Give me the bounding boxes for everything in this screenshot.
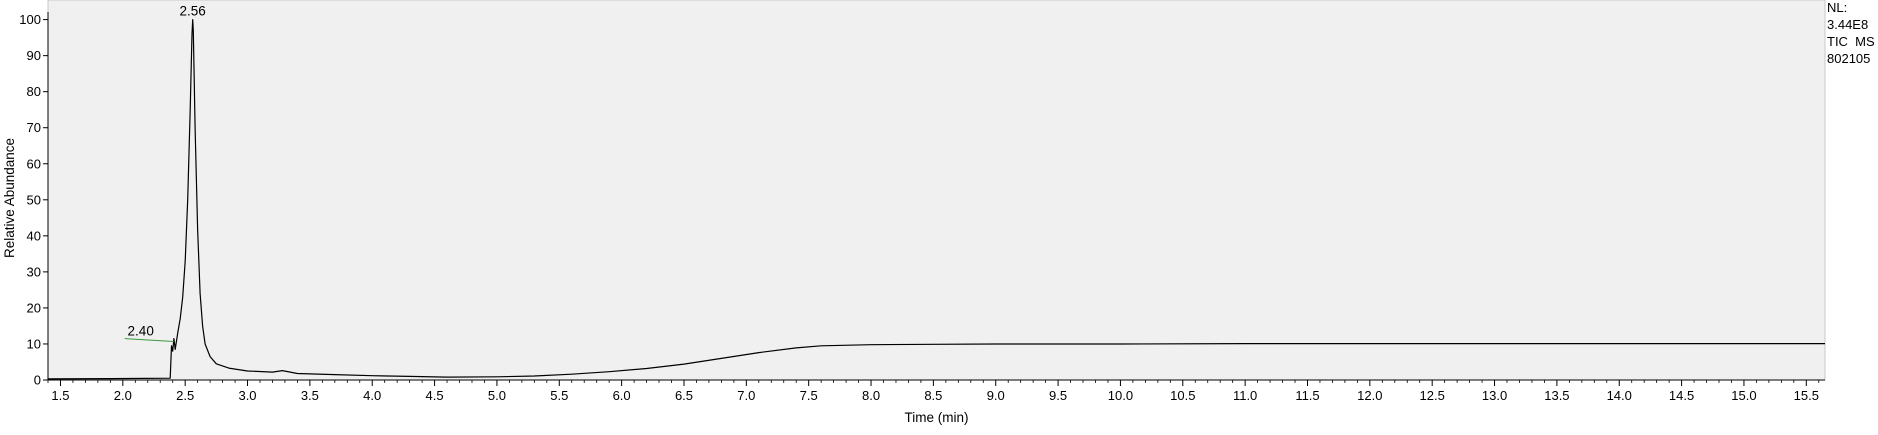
x-tick-label: 4.0	[363, 388, 381, 403]
x-axis-title: Time (min)	[905, 410, 969, 425]
x-tick-label: 6.0	[613, 388, 631, 403]
peak-annotations: 2.56 2.40	[124, 4, 206, 343]
info-box: NL: 3.44E8 TIC MS 802105	[1827, 0, 1875, 66]
x-tick-label: 15.5	[1794, 388, 1819, 403]
x-tick-label: 9.5	[1049, 388, 1067, 403]
x-tick-label: 6.5	[675, 388, 693, 403]
x-tick-label: 9.0	[987, 388, 1005, 403]
x-tick-label: 15.0	[1731, 388, 1756, 403]
chromatogram-trace	[47, 19, 1825, 380]
y-tick-label: 20	[27, 300, 41, 315]
x-tick-label: 3.5	[301, 388, 319, 403]
x-tick-label: 14.0	[1607, 388, 1632, 403]
y-tick-label: 0	[34, 373, 41, 388]
x-tick-label: 7.0	[737, 388, 755, 403]
peak-leader-line	[124, 338, 174, 343]
x-tick-label: 10.0	[1108, 388, 1133, 403]
info-line-3: TIC MS	[1827, 34, 1875, 49]
x-tick-label: 14.5	[1669, 388, 1694, 403]
x-tick-label: 7.5	[800, 388, 818, 403]
peak-label: 2.56	[180, 4, 206, 19]
y-tick-label: 10	[27, 336, 41, 351]
series-layer	[47, 19, 1825, 380]
x-tick-label: 3.0	[238, 388, 256, 403]
y-tick-label: 50	[27, 192, 41, 207]
y-tick-label: 100	[19, 12, 41, 27]
y-axis-ticks: 0 10 20 30 40 50 60 70 80 90 100	[19, 12, 48, 388]
y-tick-label: 40	[27, 228, 41, 243]
info-line-1: NL:	[1827, 0, 1847, 15]
x-tick-label: 2.0	[114, 388, 132, 403]
x-tick-label: 13.5	[1544, 388, 1569, 403]
y-tick-label: 80	[27, 84, 41, 99]
x-tick-label: 12.0	[1357, 388, 1382, 403]
y-tick-label: 70	[27, 120, 41, 135]
x-tick-label: 13.0	[1482, 388, 1507, 403]
x-tick-label: 2.5	[176, 388, 194, 403]
x-axis-ticks: 1.5 2.0 2.5 3.0 3.5 4.0 4.5 5.0 5.5 6.0 6.5 7.0 7.5 8…	[47, 380, 1820, 403]
info-line-2: 3.44E8	[1827, 17, 1868, 32]
peak-label: 2.40	[128, 324, 154, 339]
x-tick-label: 8.0	[862, 388, 880, 403]
x-tick-label: 11.5	[1295, 388, 1319, 403]
y-axis-title: Relative Abundance	[2, 138, 17, 258]
x-tick-label: 11.0	[1233, 388, 1257, 403]
y-tick-label: 90	[27, 48, 41, 63]
info-line-4: 802105	[1827, 51, 1870, 66]
x-tick-label: 12.5	[1420, 388, 1445, 403]
x-tick-label: 1.5	[51, 388, 69, 403]
y-tick-label: 60	[27, 156, 41, 171]
x-tick-label: 4.5	[426, 388, 444, 403]
plot-area	[47, 0, 1826, 381]
x-tick-label: 5.5	[550, 388, 568, 403]
y-tick-label: 30	[27, 264, 41, 279]
x-tick-label: 10.5	[1170, 388, 1195, 403]
x-tick-label: 5.0	[488, 388, 506, 403]
x-tick-label: 8.5	[924, 388, 942, 403]
